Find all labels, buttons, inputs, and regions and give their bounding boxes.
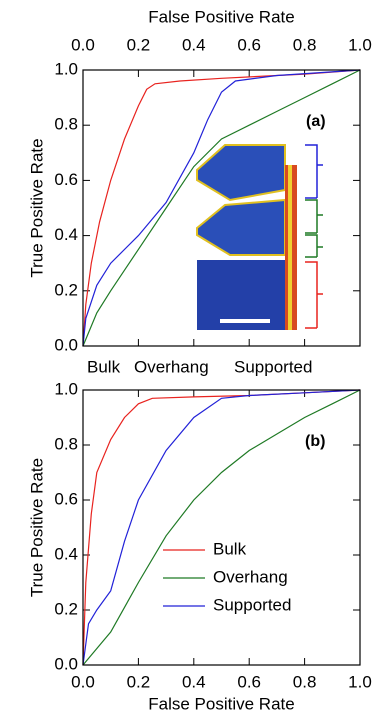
- panel-label: (a): [306, 113, 326, 130]
- x-axis-label: False Positive Rate: [148, 694, 294, 713]
- y-tick-label: 1.0: [54, 59, 78, 78]
- legend-label: Bulk: [87, 357, 121, 376]
- y-tick-label: 0.6: [54, 170, 78, 189]
- x-tick-label: 0.0: [71, 672, 95, 691]
- legend-label: Supported: [213, 595, 291, 614]
- x-axis-label: False Positive Rate: [148, 7, 294, 26]
- x-tick-label: 0.2: [127, 35, 151, 54]
- legend-label: Overhang: [213, 567, 288, 586]
- x-tick-label: 0.8: [293, 35, 317, 54]
- legend-label: Bulk: [213, 539, 247, 558]
- x-tick-label: 0.6: [237, 672, 261, 691]
- y-tick-label: 0.0: [54, 654, 78, 673]
- legend-label: Overhang: [134, 357, 209, 376]
- roc-line: [83, 390, 360, 665]
- y-tick-label: 0.2: [54, 280, 78, 299]
- x-tick-label: 1.0: [348, 35, 372, 54]
- roc-line: [83, 390, 360, 665]
- y-axis-label: True Positive Rate: [27, 138, 46, 277]
- legend-label: Supported: [234, 357, 312, 376]
- y-tick-label: 0.4: [54, 225, 78, 244]
- panel-label: (b): [305, 433, 325, 450]
- y-tick-label: 0.8: [54, 115, 78, 134]
- roc-line: [83, 390, 360, 665]
- y-axis-label: True Positive Rate: [27, 458, 46, 597]
- x-tick-label: 0.2: [127, 672, 151, 691]
- y-tick-label: 0.2: [54, 599, 78, 618]
- x-tick-label: 0.6: [237, 35, 261, 54]
- inset-braces: [305, 145, 323, 328]
- y-tick-label: 0.6: [54, 489, 78, 508]
- inset-image: [197, 145, 297, 330]
- figure: 0.0 0.2 0.4 0.6 0.8 1.0 0.0 0.2 0.4 0.6 0.8 1.0 Fals…: [0, 0, 378, 718]
- x-tick-label: 0.8: [293, 672, 317, 691]
- y-tick-label: 1.0: [54, 379, 78, 398]
- y-tick-label: 0.0: [54, 335, 78, 354]
- y-tick-label: 0.4: [54, 544, 78, 563]
- x-tick-label: 0.4: [182, 672, 206, 691]
- x-tick-label: 0.0: [71, 35, 95, 54]
- x-tick-label: 0.4: [182, 35, 206, 54]
- plot-frame: [83, 390, 360, 665]
- x-tick-label: 1.0: [348, 672, 372, 691]
- y-tick-label: 0.8: [54, 434, 78, 453]
